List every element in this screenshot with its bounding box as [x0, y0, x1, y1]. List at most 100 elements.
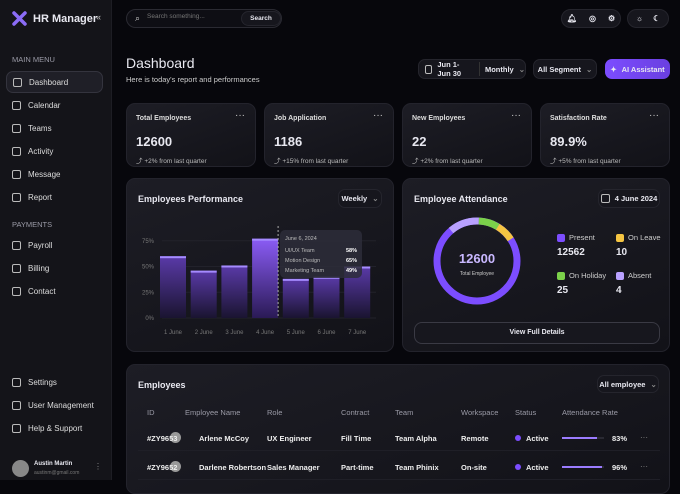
- tooltip-label: Marketing Team: [285, 268, 325, 274]
- x-tick-label: 6 June: [317, 330, 336, 336]
- sparkle-icon: ✦: [610, 64, 617, 74]
- date-range-filter[interactable]: Jun 1- Jun 30 Monthly ⌄: [418, 59, 526, 79]
- cell-rate: 96%: [612, 463, 628, 472]
- sidebar-item-billing[interactable]: Billing: [6, 257, 103, 279]
- more-options-icon[interactable]: ···: [373, 110, 383, 121]
- sidebar-item-calendar[interactable]: Calendar: [6, 94, 103, 116]
- tooltip-row: UI/UX Team 58%: [285, 248, 357, 254]
- segment-select[interactable]: All Segment ⌄: [533, 59, 597, 79]
- cell-workspace: On-site: [461, 463, 487, 472]
- sidebar-item-teams[interactable]: Teams: [6, 117, 103, 139]
- sidebar-item-help-support[interactable]: Help & Support: [6, 417, 103, 439]
- period-select[interactable]: Monthly: [484, 64, 514, 74]
- sidebar-item-settings[interactable]: Settings: [6, 371, 103, 393]
- activity-icon: [12, 146, 21, 156]
- sidebar-item-label: Settings: [28, 377, 57, 387]
- moon-icon[interactable]: ☾: [653, 14, 661, 23]
- bar-6-june[interactable]: [313, 276, 340, 318]
- column-header[interactable]: ID: [147, 408, 155, 417]
- stat-change: ⤴ +5% from last quarter: [550, 155, 621, 165]
- avatar[interactable]: [12, 460, 29, 477]
- employee-avatar: [170, 432, 181, 443]
- attendance-donut: [433, 217, 521, 305]
- column-header[interactable]: Attendance Rate: [562, 408, 618, 417]
- column-header[interactable]: Status: [515, 408, 537, 417]
- chevrons-left-icon[interactable]: «: [96, 12, 102, 22]
- sidebar-item-label: Calendar: [28, 100, 61, 110]
- cell-name[interactable]: Darlene Robertson: [199, 463, 267, 472]
- tooltip-value: 49%: [345, 268, 357, 274]
- cell-id: #ZY9653: [147, 434, 178, 443]
- cell-name[interactable]: Arlene McCoy: [199, 434, 250, 443]
- employee-avatar: [170, 461, 181, 472]
- calendar-icon: [600, 194, 610, 203]
- tooltip-row: Marketing Team 49%: [285, 268, 357, 274]
- legend-swatch: [616, 233, 624, 242]
- legend-value: 10: [616, 247, 628, 258]
- tooltip-label: UI/UX Team: [285, 248, 315, 254]
- column-header[interactable]: Workspace: [461, 408, 499, 417]
- more-options-icon[interactable]: ···: [235, 110, 245, 121]
- chevron-down-icon: ⌄: [586, 64, 593, 74]
- more-options-icon[interactable]: ···: [511, 110, 521, 121]
- gear-icon[interactable]: ⚙: [607, 14, 616, 23]
- employee-filter-dropdown[interactable]: All employee ⌄: [597, 375, 659, 393]
- bar-5-june[interactable]: [282, 278, 309, 318]
- attendance-date-picker[interactable]: 4 June 2024: [598, 189, 660, 208]
- bar-2-june[interactable]: [190, 270, 217, 318]
- stat-change-text: +2% from last quarter: [420, 158, 483, 165]
- search-button[interactable]: Search: [241, 11, 281, 26]
- sidebar-item-message[interactable]: Message: [6, 163, 103, 185]
- sidebar-item-activity[interactable]: Activity: [6, 140, 103, 162]
- sidebar-item-user-management[interactable]: User Management: [6, 394, 103, 416]
- stat-change: ⤴ +2% from last quarter: [412, 155, 483, 165]
- bar-4-june[interactable]: [252, 238, 279, 318]
- sun-icon[interactable]: ☼: [635, 14, 644, 23]
- row-more-icon[interactable]: ···: [640, 462, 648, 471]
- sidebar-item-label: Activity: [28, 146, 54, 156]
- chart-tooltip: June 6, 2024 UI/UX Team 58% Motion Design 6…: [280, 230, 362, 278]
- legend-label: Present: [569, 233, 595, 242]
- column-header[interactable]: Employee Name: [185, 408, 241, 417]
- row-more-icon[interactable]: ···: [640, 433, 648, 442]
- employees-card: Employees All employee ⌄: [126, 364, 670, 494]
- column-header[interactable]: Role: [267, 408, 283, 417]
- trend-up-icon: ⤴: [274, 158, 283, 165]
- chat-icon[interactable]: ◎: [589, 14, 596, 23]
- period-dropdown[interactable]: Weekly ⌄: [338, 189, 382, 208]
- attendance-bar: [562, 466, 604, 468]
- search-input[interactable]: [147, 13, 237, 20]
- calendar-icon: [12, 100, 21, 110]
- x-tick-label: 4 June: [256, 330, 275, 336]
- y-tick-label: 25%: [142, 290, 155, 296]
- notification-bell-icon[interactable]: 🔔︎: [566, 14, 577, 23]
- attendance-bar: [562, 437, 604, 439]
- sidebar-item-payroll[interactable]: Payroll: [6, 234, 103, 256]
- bar-3-june[interactable]: [221, 265, 248, 318]
- more-options-icon[interactable]: ···: [649, 110, 659, 121]
- attendance-title: Employee Attendance: [414, 194, 508, 204]
- user-menu-icon[interactable]: ⋮: [94, 462, 102, 471]
- stat-card: Job Application ··· 1186 ⤴ +15% from last q…: [264, 103, 394, 167]
- cell-workspace: Remote: [461, 434, 489, 443]
- sidebar-item-contact[interactable]: Contact: [6, 280, 103, 302]
- trend-up-icon: ⤴: [412, 158, 421, 165]
- legend-label: On Holiday: [569, 271, 607, 280]
- column-header[interactable]: Team: [395, 408, 414, 417]
- view-full-details-button[interactable]: View Full Details: [414, 322, 660, 344]
- sidebar-item-label: Help & Support: [28, 423, 83, 433]
- ai-assistant-button[interactable]: ✦ AI Assistant: [605, 59, 670, 79]
- sidebar-item-dashboard[interactable]: Dashboard: [6, 71, 103, 93]
- y-tick-label: 0%: [145, 316, 154, 322]
- chevron-down-icon: ⌄: [650, 379, 657, 389]
- stat-title: Job Application: [274, 115, 327, 122]
- stat-change: ⤴ +15% from last quarter: [274, 155, 348, 165]
- column-header[interactable]: Contract: [341, 408, 370, 417]
- attendance-bar-fill: [562, 437, 597, 439]
- status-dot: [515, 464, 521, 470]
- stat-title: Satisfaction Rate: [550, 115, 607, 122]
- bar-1-june[interactable]: [160, 256, 186, 318]
- trend-up-icon: ⤴: [136, 158, 145, 165]
- sidebar-item-label: Billing: [28, 263, 50, 273]
- sidebar-item-report[interactable]: Report: [6, 186, 103, 208]
